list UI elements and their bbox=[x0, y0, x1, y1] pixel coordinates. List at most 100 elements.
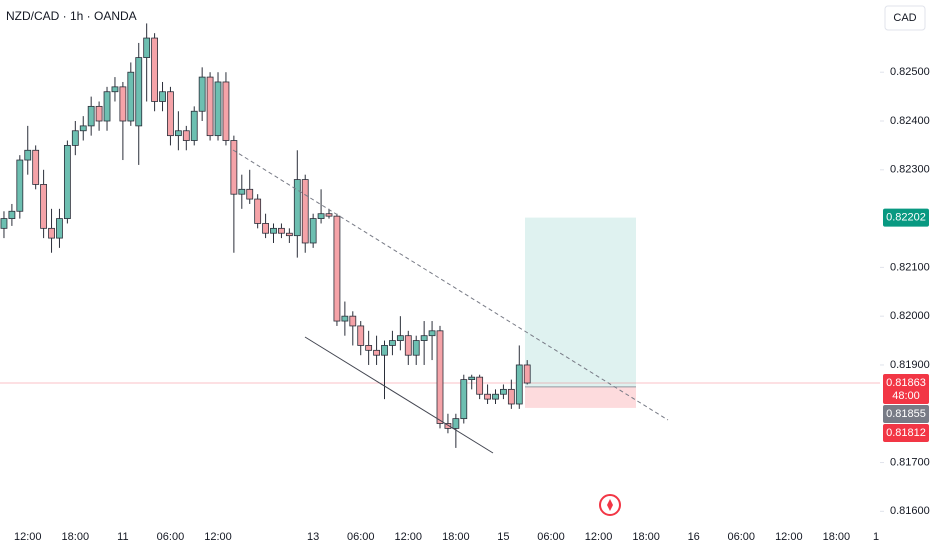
candle-body bbox=[507, 388, 515, 405]
x-tick-label: 06:00 bbox=[727, 531, 755, 543]
candle-body bbox=[230, 140, 238, 195]
price-badge-label: 0.81863 bbox=[886, 377, 926, 389]
y-tick-label: 0.82500 bbox=[890, 66, 930, 78]
candle-body bbox=[95, 105, 103, 122]
price-badge bbox=[883, 374, 929, 405]
x-tick-label: 18:00 bbox=[632, 531, 660, 543]
candle-body bbox=[357, 325, 365, 346]
candle-body bbox=[389, 340, 396, 346]
candle-body bbox=[32, 149, 40, 185]
candle-body bbox=[492, 393, 499, 400]
candle-body bbox=[24, 149, 32, 161]
candle-body bbox=[325, 213, 333, 217]
currency-box[interactable] bbox=[884, 5, 926, 31]
trendline bbox=[304, 336, 494, 454]
candle-body bbox=[460, 379, 468, 420]
event-icon[interactable] bbox=[599, 494, 621, 516]
candle-body bbox=[484, 393, 491, 400]
candle-body bbox=[246, 188, 254, 200]
y-tick-label: 0.82300 bbox=[890, 164, 930, 176]
candle-body bbox=[341, 315, 349, 322]
x-tick-label: 06:00 bbox=[157, 531, 185, 543]
candle-body bbox=[174, 130, 182, 137]
y-tick-label: 0.81700 bbox=[890, 456, 930, 468]
price-badge-label: 0.81855 bbox=[886, 408, 926, 420]
candle-body bbox=[381, 345, 388, 356]
candle-body bbox=[238, 188, 246, 195]
countdown-label: 48:00 bbox=[892, 390, 920, 402]
price-badge bbox=[883, 424, 929, 443]
candle-body bbox=[40, 184, 48, 229]
target-zone bbox=[525, 217, 636, 387]
candle-body bbox=[278, 227, 285, 234]
candle-body bbox=[404, 335, 412, 356]
candle-body bbox=[500, 388, 507, 395]
candle-body bbox=[159, 91, 166, 102]
candle-body bbox=[333, 215, 341, 322]
currency[interactable]: CAD bbox=[893, 12, 916, 24]
candle-body bbox=[48, 227, 55, 239]
y-tick-label: 0.82000 bbox=[890, 310, 930, 322]
candle-body bbox=[285, 232, 293, 237]
candle-body bbox=[444, 423, 452, 429]
x-tick-label: 06:00 bbox=[347, 531, 375, 543]
x-tick-label: 11 bbox=[117, 531, 128, 543]
candle-body bbox=[523, 364, 531, 384]
candle-body bbox=[254, 198, 262, 224]
x-tick-label: 12:00 bbox=[395, 531, 423, 543]
x-tick-label: 12:00 bbox=[775, 531, 803, 543]
candle-body bbox=[111, 86, 119, 93]
x-tick-label: 18:00 bbox=[62, 531, 90, 543]
candle-body bbox=[119, 86, 127, 122]
candle-body bbox=[468, 376, 476, 381]
candle-body bbox=[71, 130, 79, 146]
candle-body bbox=[135, 57, 143, 127]
candle-body bbox=[190, 110, 198, 141]
x-tick-label: 06:00 bbox=[537, 531, 565, 543]
x-tick-label: 12:00 bbox=[585, 531, 613, 543]
candle-body bbox=[373, 349, 380, 356]
chart-title: NZD/CAD · 1h · OANDA bbox=[6, 9, 137, 23]
x-tick-label: 16 bbox=[688, 531, 700, 543]
plot-area bbox=[0, 23, 880, 448]
y-tick-label: 0.81600 bbox=[890, 505, 930, 517]
candle-body bbox=[476, 376, 484, 395]
candle-body bbox=[0, 218, 8, 229]
x-tick-label: 12:00 bbox=[14, 531, 42, 543]
x-tick-label: 12:00 bbox=[204, 531, 232, 543]
candle-body bbox=[63, 144, 71, 219]
candle-body bbox=[79, 125, 87, 132]
x-tick-label: 18:00 bbox=[823, 531, 851, 543]
price-badge bbox=[883, 208, 929, 227]
candle-body bbox=[317, 213, 325, 219]
x-tick-label: 13 bbox=[307, 531, 319, 543]
candle-body bbox=[515, 364, 523, 405]
candle-body bbox=[428, 330, 436, 337]
candle-body bbox=[412, 340, 420, 356]
x-tick-label: 18:00 bbox=[442, 531, 470, 543]
price-badge bbox=[883, 405, 929, 424]
candle-body bbox=[452, 418, 460, 429]
candle-body bbox=[293, 179, 301, 237]
candle-body bbox=[56, 218, 63, 239]
candle-body bbox=[167, 91, 174, 137]
candle-body bbox=[151, 37, 158, 102]
candle-body bbox=[309, 218, 317, 244]
candle-body bbox=[206, 76, 214, 137]
y-tick-label: 0.82100 bbox=[890, 261, 930, 273]
candle-body bbox=[270, 227, 277, 234]
candle-body bbox=[396, 335, 404, 341]
candle-body bbox=[182, 130, 190, 141]
y-tick-label: 0.82400 bbox=[890, 115, 930, 127]
candle-body bbox=[87, 105, 95, 127]
stop-zone bbox=[525, 386, 636, 408]
candle-body bbox=[436, 330, 444, 424]
candle-body bbox=[365, 345, 373, 351]
candle-body bbox=[127, 71, 135, 122]
candle-body bbox=[16, 159, 24, 212]
dashed-trendline bbox=[232, 149, 669, 421]
candle-body bbox=[301, 179, 309, 244]
candle-body bbox=[214, 81, 222, 137]
candle-body bbox=[198, 76, 206, 112]
